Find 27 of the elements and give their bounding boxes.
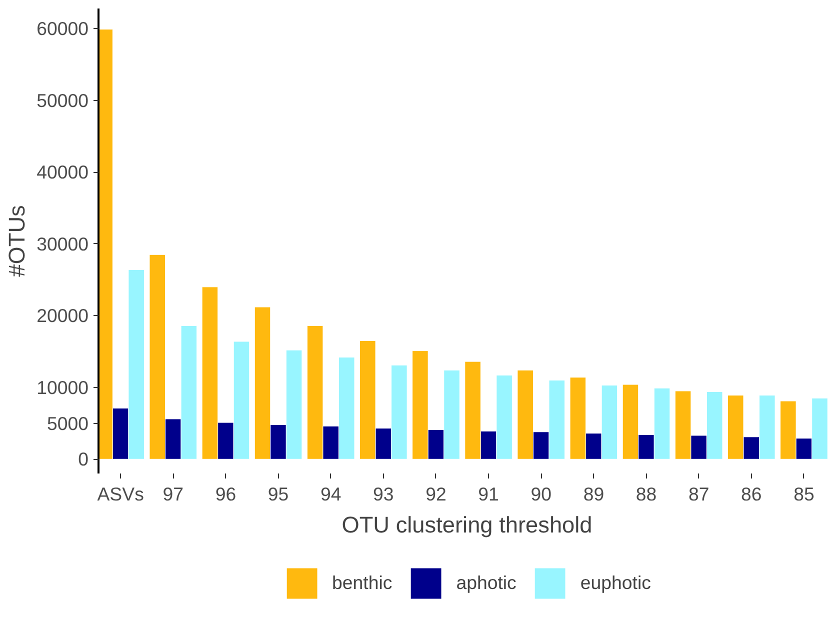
- y-tick-label: 5000: [46, 412, 89, 434]
- legend-label: euphotic: [580, 572, 651, 594]
- legend-label: aphotic: [456, 572, 516, 594]
- x-tick-label: 92: [426, 484, 446, 504]
- x-tick-label: 85: [794, 484, 814, 504]
- y-axis-title: #OTUs: [4, 205, 30, 277]
- x-tick-label: 91: [478, 484, 499, 504]
- x-tick-label: 86: [741, 484, 762, 504]
- x-axis-title: OTU clustering threshold: [342, 512, 592, 538]
- x-tick-label: 89: [583, 484, 604, 504]
- y-tick-label: 60000: [36, 18, 89, 40]
- y-tick-label: 20000: [36, 305, 89, 326]
- x-tick-label: ASVs: [97, 484, 144, 504]
- x-tick-label: 93: [373, 484, 394, 504]
- x-tick-label: 95: [268, 484, 289, 504]
- x-tick-label: 94: [320, 484, 342, 504]
- x-tick-label: 88: [636, 484, 657, 504]
- x-tick-label: 90: [530, 484, 552, 504]
- x-tick-label: 96: [215, 484, 236, 504]
- y-tick-label: 0: [78, 448, 89, 470]
- x-tick-label: 87: [688, 484, 710, 504]
- y-tick-label: 10000: [36, 376, 89, 398]
- x-tick-label: 97: [162, 484, 184, 504]
- y-tick-label: 40000: [36, 162, 89, 183]
- legend-label: benthic: [332, 572, 392, 594]
- y-tick-label: 30000: [36, 233, 89, 254]
- y-tick-label: 50000: [36, 90, 89, 111]
